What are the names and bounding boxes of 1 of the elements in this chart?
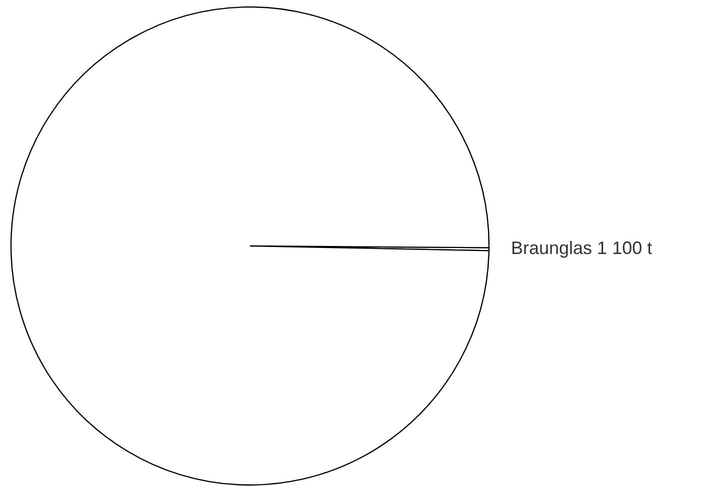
slice-label: Braunglas 1 100 t	[511, 238, 652, 258]
